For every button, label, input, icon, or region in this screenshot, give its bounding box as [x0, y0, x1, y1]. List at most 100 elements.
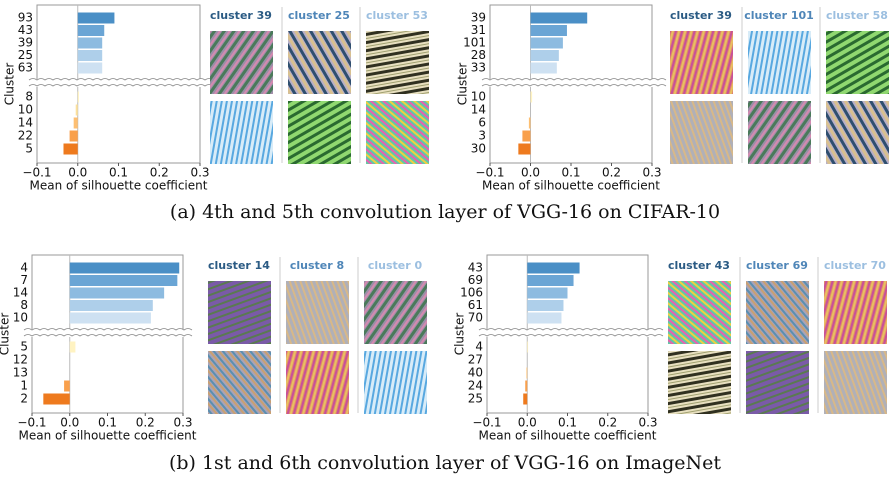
y-axis-label: Cluster — [3, 63, 17, 106]
x-tick-label: 0.2 — [150, 166, 169, 180]
y-tick-label: 8 — [25, 90, 33, 104]
x-axis-label: Mean of silhouette coefficient — [482, 179, 660, 193]
bar — [526, 367, 528, 379]
break-line — [23, 328, 193, 331]
cluster-label: cluster 43 — [668, 259, 730, 272]
y-tick-label: 27 — [468, 353, 483, 367]
y-tick-label: 14 — [471, 103, 486, 117]
x-axis-label: Mean of silhouette coefficient — [19, 429, 197, 443]
bar — [528, 117, 531, 129]
y-tick-label: 10 — [13, 311, 28, 325]
texture-image — [826, 101, 889, 164]
texture-image — [748, 101, 811, 164]
x-tick-label: 0.1 — [98, 416, 117, 430]
y-tick-label: 22 — [18, 129, 33, 143]
y-tick-label: 43 — [468, 261, 483, 275]
caption: (a) 4th and 5th convolution layer of VGG… — [170, 201, 720, 223]
y-tick-label: 30 — [471, 142, 486, 156]
texture-image — [366, 31, 429, 94]
cluster-label: cluster 39 — [670, 9, 732, 22]
x-axis-label: Mean of silhouette coefficient — [479, 429, 657, 443]
x-tick-label: 0.0 — [68, 166, 87, 180]
y-axis-label: Cluster — [456, 63, 470, 106]
x-tick-label: 0.0 — [521, 166, 540, 180]
y-tick-label: 69 — [468, 273, 483, 287]
bar — [64, 380, 70, 392]
texture-image — [826, 31, 889, 94]
bar — [518, 143, 531, 155]
cluster-label: cluster 53 — [366, 9, 428, 22]
bar — [530, 50, 559, 61]
x-tick-label: 0.0 — [60, 416, 79, 430]
y-tick-label: 39 — [18, 36, 33, 50]
y-tick-label: 33 — [471, 61, 486, 75]
cluster-label: cluster 101 — [744, 9, 814, 22]
texture-image — [210, 31, 273, 94]
bar — [530, 12, 588, 24]
y-tick-label: 2 — [20, 392, 28, 406]
caption: (b) 1st and 6th convolution layer of VGG… — [169, 452, 721, 474]
cluster-label: cluster 69 — [746, 259, 808, 272]
x-tick-label: −0.1 — [475, 166, 504, 180]
texture-image — [208, 281, 271, 344]
y-axis-label: Cluster — [453, 313, 467, 356]
x-tick-label: 0.2 — [598, 416, 617, 430]
x-tick-label: 0.3 — [173, 416, 192, 430]
y-tick-label: 70 — [468, 311, 483, 325]
bar — [530, 91, 533, 103]
break-line — [23, 334, 193, 337]
x-tick-label: 0.2 — [136, 416, 155, 430]
bar — [69, 300, 153, 311]
bar — [530, 25, 567, 36]
texture-image — [286, 281, 349, 344]
y-tick-label: 10 — [18, 103, 33, 117]
bar — [69, 312, 151, 324]
y-tick-label: 1 — [20, 379, 28, 393]
y-tick-label: 6 — [478, 116, 486, 130]
y-tick-label: 61 — [468, 298, 483, 312]
bar — [69, 262, 180, 274]
bar — [69, 287, 165, 299]
axis-break — [477, 329, 658, 337]
y-tick-label: 8 — [20, 298, 28, 312]
break-line — [28, 84, 214, 87]
bar — [530, 62, 557, 74]
bar — [69, 341, 76, 353]
texture-image — [288, 101, 351, 164]
bar — [523, 393, 528, 405]
bar — [77, 12, 115, 24]
bar — [527, 275, 574, 286]
x-tick-label: 0.1 — [109, 166, 128, 180]
bar — [527, 312, 562, 324]
break-line — [478, 334, 664, 337]
x-tick-label: 0.0 — [518, 416, 537, 430]
texture-image — [668, 281, 731, 344]
texture-image — [364, 351, 427, 414]
x-tick-label: −0.1 — [22, 166, 51, 180]
y-tick-label: 40 — [468, 366, 483, 380]
break-line — [481, 78, 667, 81]
cluster-label: cluster 39 — [210, 9, 272, 22]
x-axis-label: Mean of silhouette coefficient — [30, 179, 208, 193]
bar — [522, 130, 531, 142]
texture-image — [288, 31, 351, 94]
texture-image — [746, 281, 809, 344]
y-tick-label: 14 — [18, 116, 33, 130]
texture-image — [210, 101, 273, 164]
bar — [525, 380, 528, 392]
y-tick-label: 3 — [478, 129, 486, 143]
y-tick-label: 24 — [468, 379, 483, 393]
texture-image — [748, 31, 811, 94]
bar — [77, 91, 79, 103]
y-tick-label: 5 — [25, 142, 33, 156]
texture-image — [670, 101, 733, 164]
x-tick-label: −0.1 — [472, 416, 501, 430]
y-axis-label: Cluster — [0, 313, 12, 356]
bar — [77, 25, 105, 36]
bar — [527, 300, 564, 311]
y-tick-label: 10 — [471, 90, 486, 104]
y-tick-label: 39 — [471, 11, 486, 25]
x-tick-label: 0.2 — [602, 166, 621, 180]
cluster-label: cluster 58 — [826, 9, 888, 22]
axis-break — [22, 329, 193, 337]
